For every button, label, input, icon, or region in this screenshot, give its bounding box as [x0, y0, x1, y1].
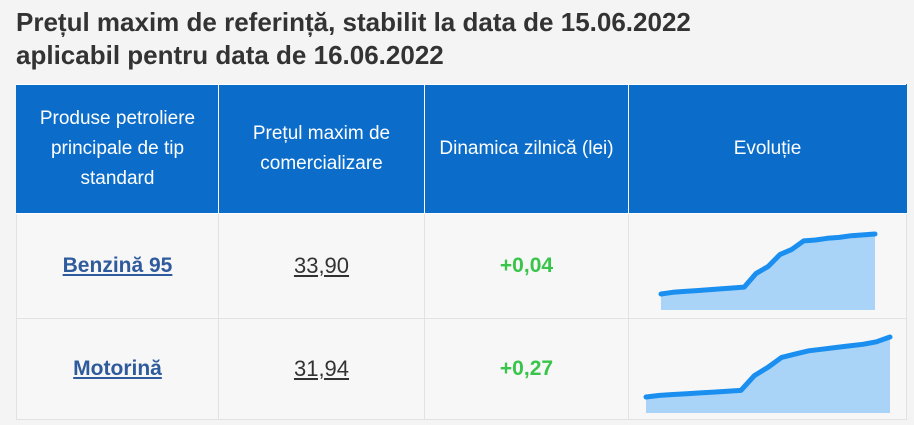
product-cell: Motorină [16, 318, 219, 420]
price-link-motorina[interactable]: 31,94 [293, 356, 350, 381]
sparkline-benzina-95-area [660, 234, 875, 310]
product-cell: Benzină 95 [16, 213, 219, 319]
title-line-1: Prețul maxim de referință, stabilit la d… [16, 7, 691, 37]
delta-cell: +0,04 [424, 213, 629, 319]
sparkline-motorina[interactable] [643, 323, 893, 415]
title-line-2: aplicabil pentru data de 16.06.2022 [16, 40, 444, 70]
price-cell: 31,94 [218, 318, 425, 420]
sparkline-motorina-line [643, 334, 892, 400]
price-cell: 33,90 [218, 213, 425, 319]
evolution-cell [628, 318, 907, 420]
delta-cell: +0,27 [424, 318, 629, 420]
sparkline-benzina-95[interactable] [658, 220, 878, 312]
column-header-max-price: Prețul maxim de comercializare [218, 84, 425, 214]
daily-change-benzina-95: +0,04 [499, 254, 554, 277]
price-link-benzina-95[interactable]: 33,90 [293, 253, 350, 278]
page-title: Prețul maxim de referință, stabilit la d… [0, 0, 914, 72]
column-header-products: Produse petroliere principale de tip sta… [16, 84, 219, 214]
sparkline-motorina-area [645, 337, 890, 413]
sparkline-benzina-95-line [658, 231, 877, 297]
column-header-evolution: Evoluție [628, 84, 907, 214]
evolution-cell [628, 213, 907, 319]
table-header: Produse petroliere principale de tip sta… [16, 84, 907, 214]
product-link-motorina[interactable]: Motorină [73, 357, 162, 380]
table-row: Motorină 31,94 +0,27 [16, 318, 907, 420]
product-link-benzina-95[interactable]: Benzină 95 [62, 254, 173, 277]
column-header-daily-change: Dinamica zilnică (lei) [424, 84, 629, 214]
price-table: Produse petroliere principale de tip sta… [16, 84, 907, 420]
daily-change-motorina: +0,27 [499, 357, 554, 380]
table-row: Benzină 95 33,90 +0,04 [16, 213, 907, 319]
